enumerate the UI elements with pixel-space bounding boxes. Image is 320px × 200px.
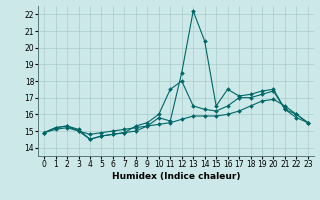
X-axis label: Humidex (Indice chaleur): Humidex (Indice chaleur) xyxy=(112,172,240,181)
